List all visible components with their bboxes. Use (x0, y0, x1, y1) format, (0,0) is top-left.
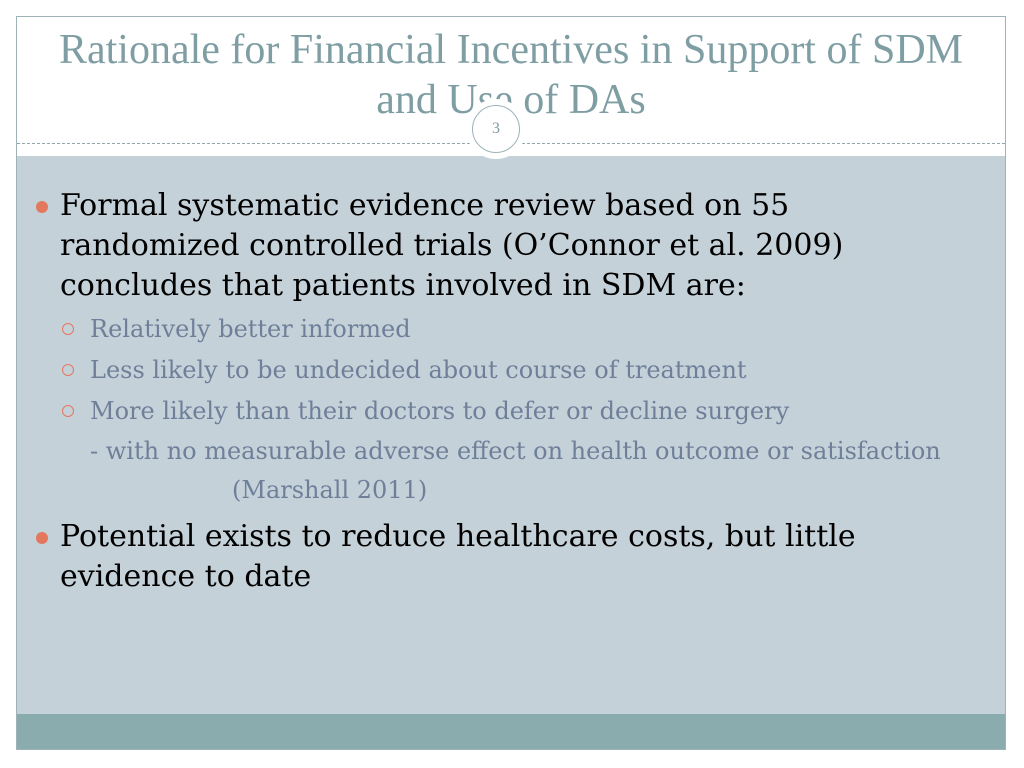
slide-title: Rationale for Financial Incentives in Su… (58, 27, 963, 123)
bullet-item: Formal systematic evidence review based … (34, 186, 954, 507)
bullet-text: Formal systematic evidence review based … (60, 188, 844, 303)
sub-bullet-list: Relatively better informed Less likely t… (60, 312, 954, 507)
sub-bullet-item: Less likely to be undecided about course… (60, 353, 954, 387)
sub-bullet-item: More likely than their doctors to defer … (60, 394, 954, 428)
content-area (17, 156, 1005, 716)
citation: (Marshall 2011) (232, 476, 428, 504)
bullet-text: Potential exists to reduce healthcare co… (60, 519, 856, 594)
footer-bar (17, 714, 1005, 749)
bullet-list: Formal systematic evidence review based … (34, 186, 954, 601)
bullet-item: Potential exists to reduce healthcare co… (34, 517, 954, 597)
sub-bullet-continuation: - with no measurable adverse effect on h… (90, 437, 941, 465)
sub-bullet-item: Relatively better informed (60, 312, 954, 346)
page-number-badge: 3 (466, 99, 526, 159)
page-number: 3 (472, 105, 520, 153)
